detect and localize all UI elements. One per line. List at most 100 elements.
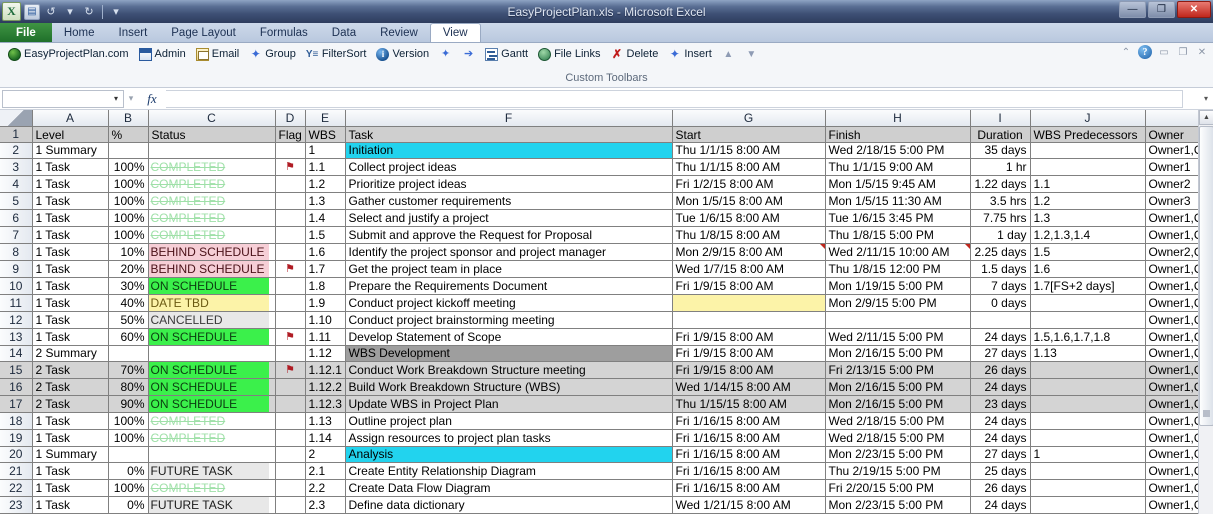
- cell-duration[interactable]: 7 days: [970, 277, 1031, 295]
- cell-wbs[interactable]: 1.4: [305, 209, 346, 227]
- ribbon-tab-page-layout[interactable]: Page Layout: [171, 26, 236, 39]
- cell-task[interactable]: WBS Development: [345, 345, 673, 362]
- cell-flag[interactable]: [275, 446, 306, 463]
- cell-status[interactable]: ON SCHEDULE: [148, 361, 276, 379]
- cell-predecessors[interactable]: [1030, 158, 1146, 176]
- undo-dropdown-icon[interactable]: ▾: [67, 6, 73, 18]
- cell-start[interactable]: Fri 1/9/15 8:00 AM: [672, 277, 826, 295]
- row-header-3[interactable]: 3: [0, 158, 33, 176]
- cell-owner[interactable]: Owner1: [1145, 158, 1199, 176]
- cell-owner[interactable]: Owner1,O: [1145, 361, 1199, 379]
- toolbar-item-version[interactable]: i Version: [372, 45, 433, 63]
- cell-level[interactable]: 1 Task: [32, 328, 109, 346]
- row-header-8[interactable]: 8: [0, 243, 33, 261]
- cell-predecessors[interactable]: [1030, 294, 1146, 312]
- cell-level[interactable]: 1 Task: [32, 462, 109, 480]
- cell-start[interactable]: Fri 1/16/15 8:00 AM: [672, 429, 826, 447]
- cell-start[interactable]: [672, 294, 826, 312]
- cell-predecessors[interactable]: [1030, 378, 1146, 396]
- cell-duration[interactable]: 24 days: [970, 429, 1031, 447]
- cell-duration[interactable]: 26 days: [970, 361, 1031, 379]
- cell-flag[interactable]: [275, 462, 306, 480]
- row-header-9[interactable]: 9: [0, 260, 33, 278]
- column-header-F[interactable]: F: [345, 110, 673, 127]
- table-row[interactable]: 17 2 Task 90% ON SCHEDULE 1.12.3 Update WBS i…: [0, 395, 1199, 413]
- cell-start[interactable]: Fri 1/16/15 8:00 AM: [672, 479, 826, 497]
- row-header-1[interactable]: 1: [0, 126, 33, 143]
- cell-wbs[interactable]: 2.3: [305, 496, 346, 514]
- save-icon[interactable]: ▤: [24, 3, 40, 20]
- cell-duration[interactable]: 3.5 hrs: [970, 192, 1031, 210]
- cell-percent[interactable]: [108, 446, 149, 463]
- cell-status[interactable]: COMPLETED: [148, 209, 276, 227]
- cell-predecessors[interactable]: [1030, 479, 1146, 497]
- restore-button[interactable]: ❐: [1148, 1, 1175, 18]
- cell-task[interactable]: Analysis: [345, 446, 673, 463]
- redo-icon[interactable]: ↻: [84, 6, 94, 18]
- cell-status[interactable]: BEHIND SCHEDULE: [148, 260, 276, 278]
- cell-owner[interactable]: Owner1,O: [1145, 311, 1199, 329]
- cell-flag[interactable]: ⚑: [275, 328, 306, 346]
- cell-task[interactable]: Develop Statement of Scope: [345, 328, 673, 346]
- toolbar-item-admin[interactable]: Admin: [135, 45, 190, 63]
- cell-task[interactable]: Collect project ideas: [345, 158, 673, 176]
- row-header-13[interactable]: 13: [0, 328, 33, 346]
- cell-task[interactable]: Update WBS in Project Plan: [345, 395, 673, 413]
- cell-percent[interactable]: [108, 345, 149, 362]
- column-header-A[interactable]: A: [32, 110, 109, 127]
- cell-finish[interactable]: Mon 2/16/15 5:00 PM: [825, 395, 971, 413]
- cell-task[interactable]: Conduct project kickoff meeting: [345, 294, 673, 312]
- cell-status[interactable]: ON SCHEDULE: [148, 395, 276, 413]
- cell-flag[interactable]: [275, 496, 306, 514]
- cell-percent[interactable]: 100%: [108, 158, 149, 176]
- cell-predecessors[interactable]: [1030, 429, 1146, 447]
- cell-predecessors[interactable]: [1030, 142, 1146, 159]
- cell-finish[interactable]: Tue 1/6/15 3:45 PM: [825, 209, 971, 227]
- cell-finish[interactable]: Mon 2/23/15 5:00 PM: [825, 446, 971, 463]
- cell-percent[interactable]: 70%: [108, 361, 149, 379]
- row-header-17[interactable]: 17: [0, 395, 33, 413]
- cell-flag[interactable]: [275, 142, 306, 159]
- cell-flag[interactable]: ⚑: [275, 158, 306, 176]
- row-header-7[interactable]: 7: [0, 226, 33, 244]
- cell-flag[interactable]: [275, 378, 306, 396]
- cell-duration[interactable]: 24 days: [970, 412, 1031, 430]
- row-header-19[interactable]: 19: [0, 429, 33, 447]
- cell-wbs[interactable]: 1.5: [305, 226, 346, 244]
- minimize-ribbon-icon[interactable]: ⌃: [1121, 46, 1131, 58]
- cell-flag[interactable]: [275, 192, 306, 210]
- row-header-16[interactable]: 16: [0, 378, 33, 396]
- cell-percent[interactable]: 100%: [108, 175, 149, 193]
- cell-finish[interactable]: Mon 2/23/15 5:00 PM: [825, 496, 971, 514]
- help-icon[interactable]: ?: [1138, 45, 1152, 59]
- cell-owner[interactable]: Owner1,O: [1145, 412, 1199, 430]
- cell-percent[interactable]: 20%: [108, 260, 149, 278]
- cell-predecessors[interactable]: [1030, 462, 1146, 480]
- cell-duration[interactable]: 23 days: [970, 395, 1031, 413]
- cell-level[interactable]: 1 Task: [32, 412, 109, 430]
- cell-finish[interactable]: Wed 2/11/15 10:00 AM: [825, 243, 971, 261]
- cell-finish[interactable]: Mon 1/5/15 11:30 AM: [825, 192, 971, 210]
- cell-level[interactable]: 1 Task: [32, 479, 109, 497]
- cell-percent[interactable]: 10%: [108, 243, 149, 261]
- minimize-button[interactable]: —: [1119, 1, 1146, 18]
- cell-duration[interactable]: 0 days: [970, 294, 1031, 312]
- cell-percent[interactable]: 40%: [108, 294, 149, 312]
- cell-task[interactable]: Gather customer requirements: [345, 192, 673, 210]
- cell-finish[interactable]: Fri 2/20/15 5:00 PM: [825, 479, 971, 497]
- cell-start[interactable]: Mon 1/5/15 8:00 AM: [672, 192, 826, 210]
- name-box-dropdown-icon[interactable]: ▾: [113, 93, 118, 103]
- cell-owner[interactable]: Owner2,O: [1145, 243, 1199, 261]
- cell-flag[interactable]: [275, 209, 306, 227]
- cell-status[interactable]: COMPLETED: [148, 192, 276, 210]
- cell-owner[interactable]: Owner1,O: [1145, 395, 1199, 413]
- cell-duration[interactable]: 25 days: [970, 462, 1031, 480]
- cell-percent[interactable]: 100%: [108, 226, 149, 244]
- cell-percent[interactable]: 100%: [108, 429, 149, 447]
- cell-duration[interactable]: 1 day: [970, 226, 1031, 244]
- cell-task[interactable]: Prepare the Requirements Document: [345, 277, 673, 295]
- toolbar-item-easyprojectplan-com[interactable]: EasyProjectPlan.com: [4, 45, 133, 63]
- ribbon-tab-formulas[interactable]: Formulas: [259, 26, 308, 39]
